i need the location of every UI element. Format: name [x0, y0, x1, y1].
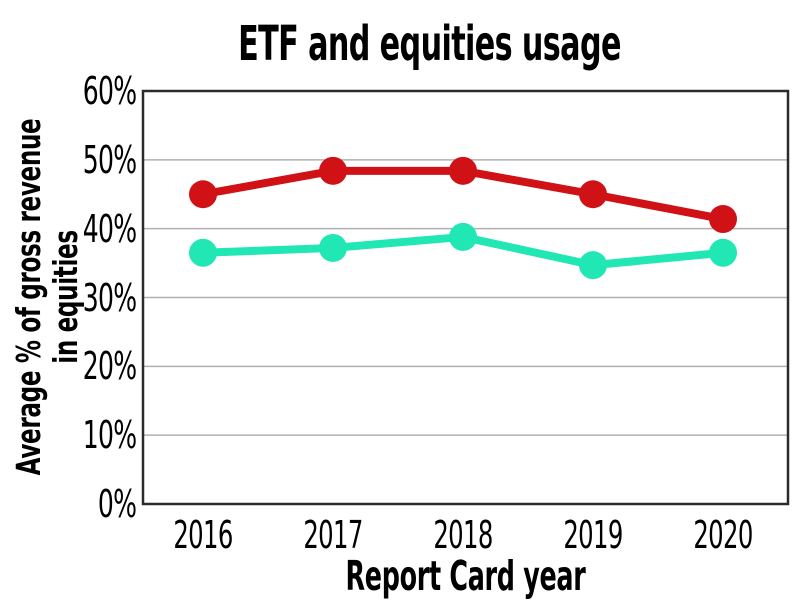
y-tick-60%: 60%	[82, 69, 136, 113]
y-tick-0%: 0%	[97, 482, 137, 526]
y-tick-40%: 40%	[82, 206, 136, 251]
red-series-point-2017	[319, 156, 347, 185]
red-series-point-2018	[449, 156, 477, 185]
x-tick-2017: 2017	[303, 513, 363, 557]
x-tick-2019: 2019	[563, 513, 623, 557]
red-series-point-2019	[579, 180, 607, 209]
x-tick-2018: 2018	[433, 513, 493, 557]
teal-series-point-2020	[709, 238, 737, 267]
teal-series-point-2019	[579, 251, 607, 280]
red-series-point-2020	[709, 205, 737, 234]
plot-frame	[141, 89, 790, 506]
y-tick-20%: 20%	[82, 344, 136, 389]
y-tick-10%: 10%	[82, 413, 136, 458]
teal-series-point-2017	[319, 233, 347, 262]
red-series-point-2016	[189, 180, 217, 209]
teal-series-point-2018	[449, 222, 477, 251]
x-axis-label: Report Card year	[345, 552, 586, 600]
y-tick-30%: 30%	[82, 275, 136, 320]
y-tick-50%: 50%	[82, 137, 136, 182]
teal-series-point-2016	[189, 238, 217, 267]
x-tick-2016: 2016	[173, 513, 233, 557]
y-axis-label-line2: in equities	[46, 230, 85, 364]
x-tick-2020: 2020	[693, 513, 753, 557]
y-axis-label-line1: Average % of gross revenue	[9, 118, 48, 476]
chart-title: ETF and equities usage	[238, 16, 621, 72]
y-axis-label: Average % of gross revenue in equities	[9, 118, 85, 476]
